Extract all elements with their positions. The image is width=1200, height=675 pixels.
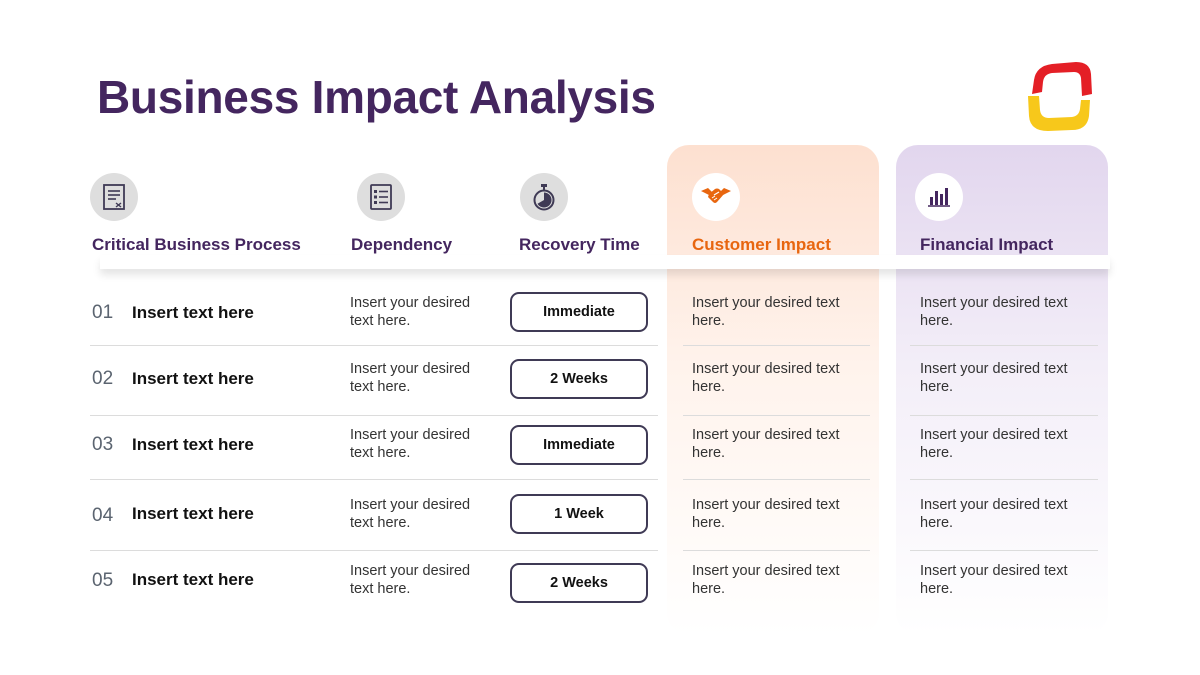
row-number: 05 — [92, 570, 114, 591]
header-critical-business-process: Critical Business Process — [92, 235, 301, 254]
row-number: 03 — [92, 434, 114, 455]
process-label: Insert text here — [132, 369, 254, 388]
dependency-text: Insert your desired text here. — [350, 497, 471, 531]
financial-impact-text: Insert your desired text here. — [920, 497, 1068, 531]
recovery-time-badge: Immediate — [510, 425, 648, 465]
row-number: 01 — [92, 302, 114, 323]
recovery-time-badge: 2 Weeks — [510, 563, 648, 603]
table-row: 04 Insert text here Insert your desired … — [0, 485, 1200, 545]
process-label: Insert text here — [132, 570, 254, 589]
row-divider — [910, 345, 1098, 346]
table-row: 02 Insert text here Insert your desired … — [0, 349, 1200, 409]
stopwatch-icon — [520, 173, 568, 221]
process-label: Insert text here — [132, 504, 254, 523]
financial-impact-text: Insert your desired text here. — [920, 295, 1068, 329]
dependency-text: Insert your desired text here. — [350, 295, 471, 329]
row-divider — [90, 345, 658, 346]
customer-impact-text: Insert your desired text here. — [692, 295, 840, 329]
customer-impact-text: Insert your desired text here. — [692, 563, 840, 597]
table-row: 01 Insert text here Insert your desired … — [0, 283, 1200, 343]
document-icon — [90, 173, 138, 221]
checklist-icon — [357, 173, 405, 221]
row-number: 02 — [92, 368, 114, 389]
process-label: Insert text here — [132, 303, 254, 322]
row-number: 04 — [92, 505, 114, 526]
row-divider — [683, 345, 870, 346]
page-title: Business Impact Analysis — [97, 71, 656, 123]
financial-impact-column — [896, 145, 1108, 635]
dependency-text: Insert your desired text here. — [350, 563, 471, 597]
handshake-icon — [692, 173, 740, 221]
dependency-text: Insert your desired text here. — [350, 361, 471, 395]
row-divider — [910, 479, 1098, 480]
recovery-time-badge: 2 Weeks — [510, 359, 648, 399]
header-customer-impact: Customer Impact — [692, 235, 831, 254]
row-divider — [90, 550, 658, 551]
row-divider — [90, 415, 658, 416]
table-row: 05 Insert text here Insert your desired … — [0, 552, 1200, 612]
customer-impact-text: Insert your desired text here. — [692, 497, 840, 531]
brand-logo-icon — [1028, 62, 1092, 131]
header-dependency: Dependency — [351, 235, 453, 254]
header-financial-impact: Financial Impact — [920, 235, 1054, 254]
row-divider — [683, 479, 870, 480]
row-divider — [683, 415, 870, 416]
process-label: Insert text here — [132, 435, 254, 454]
customer-impact-text: Insert your desired text here. — [692, 361, 840, 395]
recovery-time-badge: Immediate — [510, 292, 648, 332]
customer-impact-column — [667, 145, 879, 635]
financial-impact-text: Insert your desired text here. — [920, 427, 1068, 461]
header-recovery-time: Recovery Time — [519, 235, 640, 254]
financial-impact-text: Insert your desired text here. — [920, 563, 1068, 597]
recovery-time-badge: 1 Week — [510, 494, 648, 534]
bar-chart-icon — [915, 173, 963, 221]
dependency-text: Insert your desired text here. — [350, 427, 471, 461]
row-divider — [683, 550, 870, 551]
table-row: 03 Insert text here Insert your desired … — [0, 415, 1200, 475]
header-band — [100, 255, 1110, 269]
row-divider — [90, 479, 658, 480]
financial-impact-text: Insert your desired text here. — [920, 361, 1068, 395]
row-divider — [910, 550, 1098, 551]
customer-impact-text: Insert your desired text here. — [692, 427, 840, 461]
row-divider — [910, 415, 1098, 416]
